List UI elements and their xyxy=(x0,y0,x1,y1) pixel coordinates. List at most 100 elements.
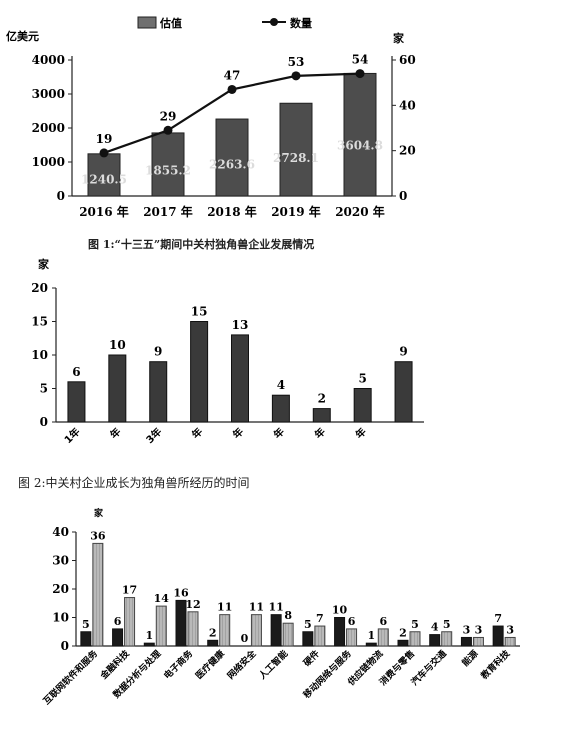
valuation-data-label: 3604.8 xyxy=(337,139,383,153)
count-data-label: 47 xyxy=(224,68,241,82)
series-2-bar xyxy=(504,636,516,647)
count-data-label: 53 xyxy=(288,55,305,69)
series-1-data-label: 2 xyxy=(399,626,407,639)
y-tick-label: 15 xyxy=(31,315,48,329)
series-1-data-label: 10 xyxy=(332,604,348,617)
y-tick-label: 0 xyxy=(61,639,69,653)
series-1-bar xyxy=(270,614,282,647)
series-1-data-label: 5 xyxy=(304,618,312,631)
bar xyxy=(149,361,168,423)
series-2-bar xyxy=(250,614,262,647)
series-1-bar xyxy=(112,628,124,647)
series-1-bar xyxy=(207,639,219,647)
series-2-data-label: 6 xyxy=(348,615,356,628)
bar-data-label: 5 xyxy=(358,372,366,386)
bar-data-label: 9 xyxy=(399,345,407,359)
y-left-tick-label: 4000 xyxy=(32,53,65,67)
bar xyxy=(353,388,372,423)
chart-2-years-to-unicorn: 家 0 5 10 15 20 6 1年 10 年 9 3年 15 年 13 年 4 年 2 年 5 年 9 xyxy=(31,257,424,446)
series-2-bar xyxy=(155,605,167,647)
x-tick-label: 电子商务 xyxy=(161,647,196,682)
count-data-label: 54 xyxy=(352,53,369,67)
series-1-data-label: 6 xyxy=(114,615,122,628)
y-tick-label: 10 xyxy=(31,348,48,362)
series-2-data-label: 17 xyxy=(122,584,137,597)
y-left-tick-label: 2000 xyxy=(32,121,65,135)
y-left-axis-title: 亿美元 xyxy=(6,29,39,43)
legend-valuation-swatch xyxy=(137,16,157,29)
x-tick-label: 教育科技 xyxy=(478,647,513,682)
bar-data-label: 2 xyxy=(318,392,326,406)
valuation-bar xyxy=(279,102,313,197)
legend-count-label: 数量 xyxy=(290,16,312,30)
x-tick-label: 2020 年 xyxy=(335,204,385,219)
bar xyxy=(312,408,331,423)
x-tick-label: 年 xyxy=(230,425,246,441)
series-2-data-label: 12 xyxy=(185,598,200,611)
x-tick-label: 网络安全 xyxy=(225,647,260,682)
bar xyxy=(394,361,413,423)
series-1-data-label: 11 xyxy=(268,601,283,614)
y-tick-label: 10 xyxy=(52,611,69,625)
x-tick-label: 互联网软件和服务 xyxy=(41,647,101,707)
bar xyxy=(108,354,127,423)
y-axis-title: 家 xyxy=(38,257,50,271)
series-1-data-label: 0 xyxy=(241,632,249,645)
series-1-bar xyxy=(397,639,409,647)
x-tick-label: 年 xyxy=(271,425,287,441)
count-point xyxy=(291,71,301,81)
y-tick-label: 30 xyxy=(52,554,69,568)
series-1-bar xyxy=(492,625,504,647)
series-1-bar xyxy=(365,642,377,647)
series-2-data-label: 8 xyxy=(284,609,292,622)
count-point xyxy=(355,69,365,79)
valuation-data-label: 2263.6 xyxy=(209,158,255,172)
series-2-bar xyxy=(377,628,389,647)
bar xyxy=(67,381,86,423)
series-2-bar xyxy=(282,622,294,647)
series-2-data-label: 6 xyxy=(379,615,387,628)
valuation-bar xyxy=(215,118,249,197)
series-1-bar xyxy=(334,617,346,647)
series-1-data-label: 7 xyxy=(494,612,502,625)
x-tick-label: 年 xyxy=(189,425,205,441)
valuation-bar xyxy=(87,153,121,197)
x-tick-label: 年 xyxy=(312,425,328,441)
y-left-tick-label: 0 xyxy=(57,189,65,203)
x-tick-label: 医疗健康 xyxy=(193,647,228,682)
series-2-bar xyxy=(187,611,199,647)
series-2-data-label: 5 xyxy=(443,618,451,631)
series-2-bar xyxy=(472,636,484,647)
valuation-bar xyxy=(343,72,377,197)
series-2-data-label: 14 xyxy=(154,592,170,605)
bar-data-label: 9 xyxy=(154,345,162,359)
y-right-tick-label: 60 xyxy=(399,53,416,67)
x-tick-label: 人工智能 xyxy=(256,648,291,683)
count-point xyxy=(227,84,237,94)
count-point xyxy=(99,148,109,158)
series-2-data-label: 5 xyxy=(411,618,419,631)
y-tick-label: 20 xyxy=(31,281,48,295)
bar xyxy=(190,321,209,423)
chart-1-caption: 图 1:“十三五”期间中关村独角兽企业发展情况 xyxy=(88,238,315,251)
series-1-bar xyxy=(460,636,472,647)
x-tick-label: 2018 年 xyxy=(207,204,257,219)
series-2-data-label: 3 xyxy=(506,623,514,636)
bar-data-label: 6 xyxy=(72,365,80,379)
y-tick-label: 0 xyxy=(40,415,48,429)
chart-3-industry-distribution: 家010203040536互联网软件和服务617金融科技114数据分析与处理16… xyxy=(41,507,520,707)
y-right-tick-label: 20 xyxy=(399,144,416,158)
series-2-bar xyxy=(92,542,104,647)
series-1-data-label: 4 xyxy=(431,621,439,634)
series-1-bar xyxy=(143,642,155,647)
series-2-data-label: 7 xyxy=(316,612,324,625)
y-right-axis-title: 家 xyxy=(393,31,405,45)
series-1-data-label: 5 xyxy=(82,618,90,631)
series-2-data-label: 11 xyxy=(217,601,232,614)
y-left-tick-label: 3000 xyxy=(32,87,65,101)
series-2-bar xyxy=(124,597,136,647)
valuation-data-label: 1855.2 xyxy=(145,164,191,178)
series-2-data-label: 11 xyxy=(249,601,264,614)
